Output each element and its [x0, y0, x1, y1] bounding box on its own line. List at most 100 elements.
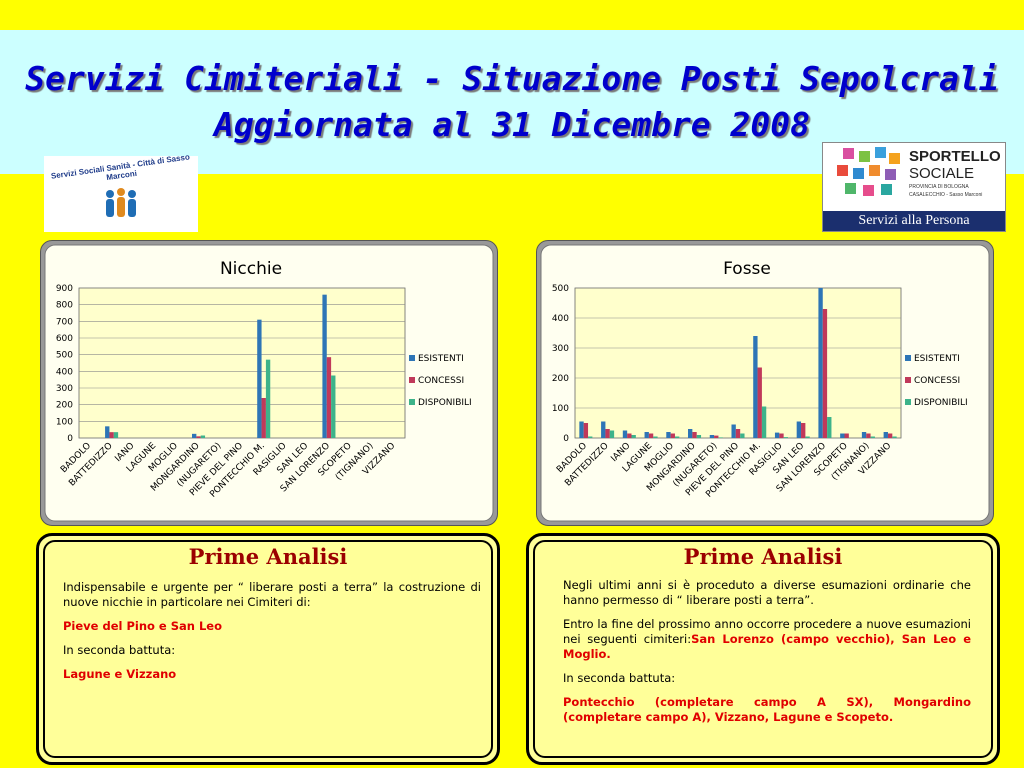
logo-square — [863, 185, 874, 196]
logo-square — [853, 168, 864, 179]
bar — [866, 433, 871, 438]
analysis-paragraph: In seconda battuta: — [563, 671, 676, 685]
y-tick-label: 500 — [552, 284, 569, 294]
legend-swatch — [905, 377, 911, 383]
y-tick-label: 300 — [56, 384, 73, 394]
logo-square — [875, 147, 886, 158]
chart-title: Nicchie — [220, 259, 282, 279]
legend-swatch — [409, 377, 415, 383]
bar — [735, 429, 741, 438]
bar — [709, 435, 715, 438]
bar — [257, 319, 262, 438]
y-tick-label: 100 — [56, 417, 73, 427]
y-tick-label: 600 — [56, 334, 73, 344]
analysis-heading: Prime Analisi — [188, 544, 348, 569]
bar — [579, 421, 584, 438]
y-tick-label: 100 — [552, 404, 569, 414]
logo-square — [881, 184, 892, 195]
bar — [588, 436, 593, 438]
bar — [779, 433, 784, 438]
bar — [627, 433, 632, 438]
legend-label: CONCESSI — [418, 376, 464, 386]
bar — [265, 359, 271, 438]
analysis-paragraph: Negli ultimi anni si è proceduto a diver… — [563, 578, 971, 607]
analysis-text: Entro la fine del prossimo anno occorre … — [563, 617, 971, 646]
bar — [892, 436, 897, 438]
bar — [753, 336, 758, 438]
title-line-1: Servizi Cimiteriali - Situazione Posti S… — [25, 59, 999, 98]
bar — [196, 436, 201, 438]
bar — [322, 294, 327, 438]
bar — [827, 417, 832, 438]
bar — [844, 433, 849, 438]
analysis-paragraph: In seconda battuta: — [63, 643, 176, 657]
bar — [601, 421, 606, 438]
y-tick-label: 400 — [552, 314, 569, 324]
analysis-body: Indispensabile e urgente per “ liberare … — [63, 580, 481, 691]
y-tick-label: 0 — [563, 434, 569, 444]
legend-swatch — [409, 399, 415, 405]
y-tick-label: 700 — [56, 317, 73, 327]
logo-square — [843, 148, 854, 159]
y-tick-label: 200 — [552, 374, 569, 384]
y-tick-label: 0 — [67, 434, 73, 444]
y-tick-label: 300 — [552, 344, 569, 354]
analysis-box-left: Prime Analisi Indispensabile e urgente p… — [36, 533, 500, 765]
logo-square — [837, 165, 848, 176]
legend-swatch — [905, 355, 911, 361]
bar — [761, 406, 767, 438]
bar — [331, 375, 336, 438]
chart-panel-fosse: Fosse 0 100 200 300 400 500 BADOLO BATTEDIZZO IAN… — [536, 240, 994, 526]
analysis-paragraph: Entro la fine del prossimo anno occorre … — [563, 617, 971, 662]
bar — [840, 433, 845, 438]
analysis-body: Negli ultimi anni si è proceduto a diver… — [563, 578, 971, 734]
plot-area — [574, 287, 902, 439]
bar — [648, 433, 654, 438]
bar — [801, 423, 806, 438]
bar — [870, 436, 875, 438]
bar — [113, 432, 119, 438]
logo-brand-2: SOCIALE — [909, 165, 975, 182]
bar — [644, 432, 649, 438]
bar — [105, 426, 110, 438]
legend-swatch — [409, 355, 415, 361]
logo-bar: Servizi alla Persona — [823, 211, 1005, 231]
bar — [609, 430, 615, 438]
legend-label: CONCESSI — [914, 376, 960, 386]
analysis-paragraph: Indispensabile e urgente per “ liberare … — [63, 580, 481, 609]
bar — [774, 432, 780, 438]
bar — [861, 432, 867, 438]
bar — [109, 432, 114, 438]
y-tick-label: 900 — [56, 284, 73, 294]
plot-area — [78, 287, 406, 439]
legend-swatch — [905, 399, 911, 405]
sportello-sociale-logo: SPORTELLO SOCIALE PROVINCIA DI BOLOGNA C… — [822, 142, 1006, 232]
logo-square — [889, 153, 900, 164]
logo-small-1: PROVINCIA DI BOLOGNA — [909, 184, 969, 190]
bar — [666, 432, 671, 438]
logo-small-2: CASALECCHIO - Sasso Marconi — [909, 192, 983, 198]
y-tick-label: 400 — [56, 367, 73, 377]
fosse-chart: Fosse0100200300400500BADOLOBATTEDIZZOIAN… — [540, 244, 990, 522]
legend-label: DISPONIBILI — [914, 398, 968, 408]
bar — [796, 421, 802, 438]
bar — [714, 435, 719, 438]
bar — [583, 423, 589, 438]
bar — [818, 288, 823, 438]
people-icon — [106, 188, 136, 217]
legend-label: DISPONIBILI — [418, 398, 472, 408]
page-title: Servizi Cimiteriali - Situazione Posti S… — [0, 56, 1024, 148]
bar — [674, 436, 680, 438]
y-tick-label: 200 — [56, 401, 73, 411]
bar — [261, 398, 266, 438]
logo-square — [859, 151, 870, 162]
analysis-heading: Prime Analisi — [683, 544, 843, 569]
legend-label: ESISTENTI — [914, 354, 960, 364]
bar — [883, 432, 888, 438]
analysis-box-frame — [533, 540, 993, 758]
bar — [200, 435, 206, 438]
bar — [631, 435, 636, 438]
chart-title: Fosse — [723, 259, 771, 279]
bar — [605, 429, 610, 438]
servizi-sociali-logo: Servizi Sociali Sanità - Città di Sasso … — [44, 152, 198, 232]
